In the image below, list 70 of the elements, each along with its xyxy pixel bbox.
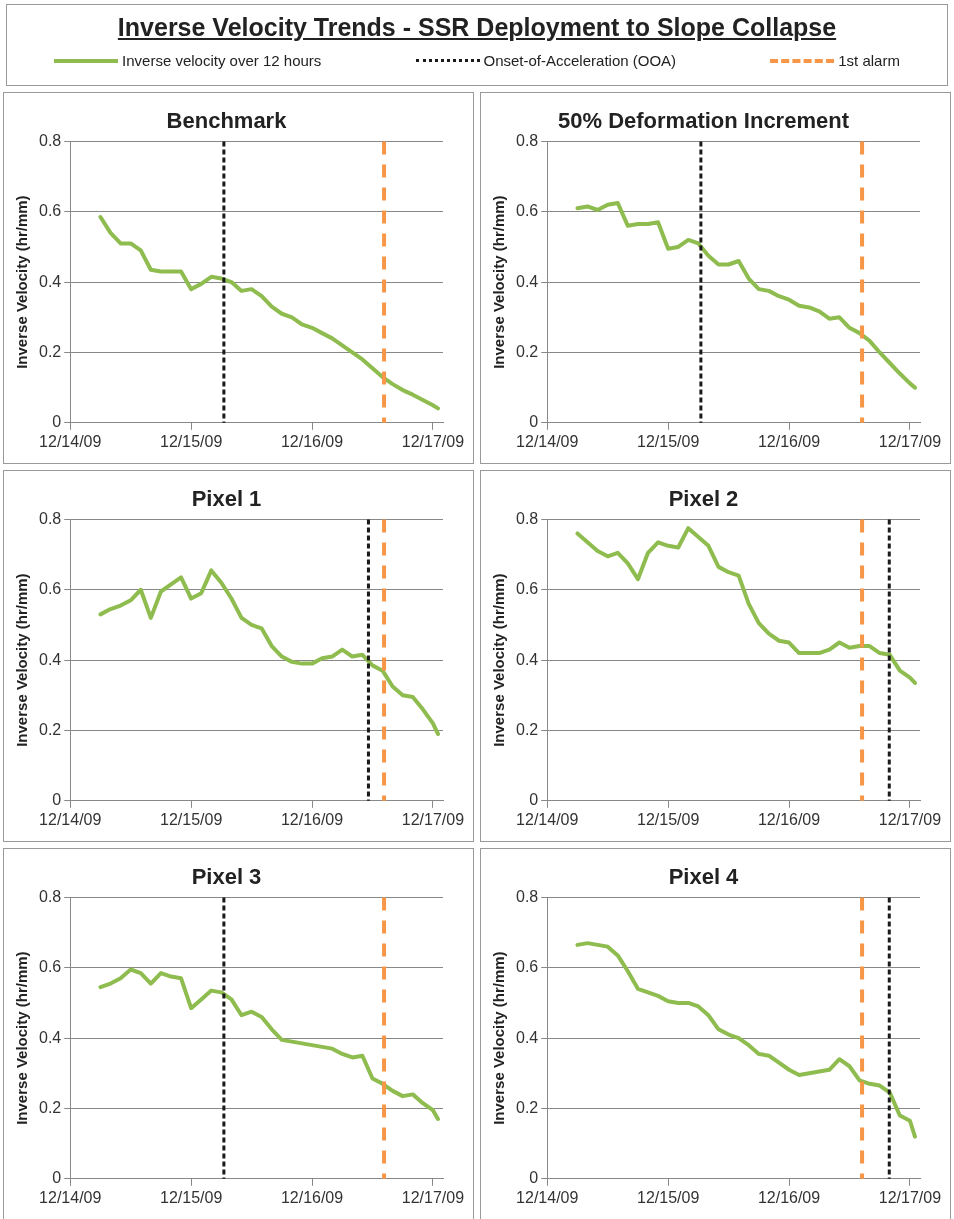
- y-tick-label: 0.6: [38, 202, 62, 220]
- x-tick-label: 12/14/09: [39, 1188, 102, 1206]
- y-axis-title: Inverse Velocity (hr/mm): [13, 951, 31, 1125]
- y-tick-label: 0.8: [38, 131, 62, 149]
- legend-label: 1st alarm: [838, 52, 900, 69]
- y-tick-label: 0.2: [38, 1098, 62, 1116]
- x-tick-label: 12/14/09: [39, 432, 102, 450]
- x-tick-label: 12/14/09: [39, 810, 102, 828]
- y-tick-label: 0.2: [38, 720, 62, 738]
- chart-title: 50% Deformation Increment: [558, 108, 850, 134]
- y-tick-label: 0.4: [515, 272, 539, 290]
- x-tick-label: 12/14/09: [516, 810, 579, 828]
- y-tick-label: 0.6: [515, 202, 539, 220]
- y-axis-title: Inverse Velocity (hr/mm): [13, 195, 31, 369]
- x-tick-label: 12/16/09: [280, 1188, 344, 1206]
- x-tick-label: 12/16/09: [280, 810, 344, 828]
- y-tick-label: 0.8: [515, 509, 539, 527]
- y-axis-title: Inverse Velocity (hr/mm): [13, 573, 31, 747]
- x-tick-label: 12/16/09: [757, 810, 821, 828]
- chart-title: Pixel 3: [191, 864, 262, 890]
- x-tick-label: 12/17/09: [401, 1188, 465, 1206]
- x-tick-label: 12/15/09: [160, 432, 223, 450]
- x-tick-label: 12/15/09: [637, 432, 700, 450]
- legend-label: Inverse velocity over 12 hours: [122, 52, 322, 69]
- y-tick-label: 0: [529, 1169, 539, 1187]
- legend-label: Onset-of-Acceleration (OOA): [483, 52, 677, 69]
- chart-title: Benchmark: [166, 108, 288, 134]
- x-tick-label: 12/17/09: [878, 810, 942, 828]
- chart-title: Pixel 2: [668, 486, 739, 512]
- x-tick-label: 12/15/09: [160, 1188, 223, 1206]
- y-tick-label: 0.4: [515, 1028, 539, 1046]
- y-tick-label: 0.2: [515, 1098, 539, 1116]
- y-tick-label: 0.8: [515, 131, 539, 149]
- y-tick-label: 0.4: [38, 272, 62, 290]
- chart-title: Pixel 4: [668, 864, 740, 890]
- y-tick-label: 0.8: [38, 509, 62, 527]
- chart-title: Pixel 1: [191, 486, 262, 512]
- x-tick-label: 12/15/09: [637, 1188, 700, 1206]
- x-tick-label: 12/16/09: [757, 432, 821, 450]
- y-tick-label: 0.6: [38, 958, 62, 976]
- x-tick-label: 12/17/09: [401, 810, 465, 828]
- x-tick-label: 12/15/09: [637, 810, 700, 828]
- y-tick-label: 0.6: [515, 958, 539, 976]
- y-tick-label: 0: [529, 791, 539, 809]
- y-tick-label: 0.8: [38, 887, 62, 905]
- x-tick-label: 12/17/09: [878, 432, 942, 450]
- y-axis-title: Inverse Velocity (hr/mm): [490, 573, 508, 747]
- y-tick-label: 0: [52, 791, 62, 809]
- x-tick-label: 12/16/09: [757, 1188, 821, 1206]
- x-tick-label: 12/17/09: [878, 1188, 942, 1206]
- y-axis-title: Inverse Velocity (hr/mm): [490, 195, 508, 369]
- y-tick-label: 0.4: [38, 650, 62, 668]
- y-axis-title: Inverse Velocity (hr/mm): [490, 951, 508, 1125]
- y-tick-label: 0.2: [515, 720, 539, 738]
- y-tick-label: 0.6: [38, 580, 62, 598]
- x-tick-label: 12/14/09: [516, 432, 579, 450]
- x-tick-label: 12/15/09: [160, 810, 223, 828]
- y-tick-label: 0.2: [515, 342, 539, 360]
- y-tick-label: 0.8: [515, 887, 539, 905]
- x-tick-label: 12/16/09: [280, 432, 344, 450]
- y-tick-label: 0.2: [38, 342, 62, 360]
- y-tick-label: 0.4: [38, 1028, 62, 1046]
- y-tick-label: 0.6: [515, 580, 539, 598]
- text: Inverse Velocity Trends - SSR Deployment to Slope Collapse: [116, 13, 838, 42]
- y-tick-label: 0: [52, 413, 62, 431]
- y-tick-label: 0: [52, 1169, 62, 1187]
- x-tick-label: 12/14/09: [516, 1188, 579, 1206]
- x-tick-label: 12/17/09: [401, 432, 465, 450]
- y-tick-label: 0.4: [515, 650, 539, 668]
- y-tick-label: 0: [529, 413, 539, 431]
